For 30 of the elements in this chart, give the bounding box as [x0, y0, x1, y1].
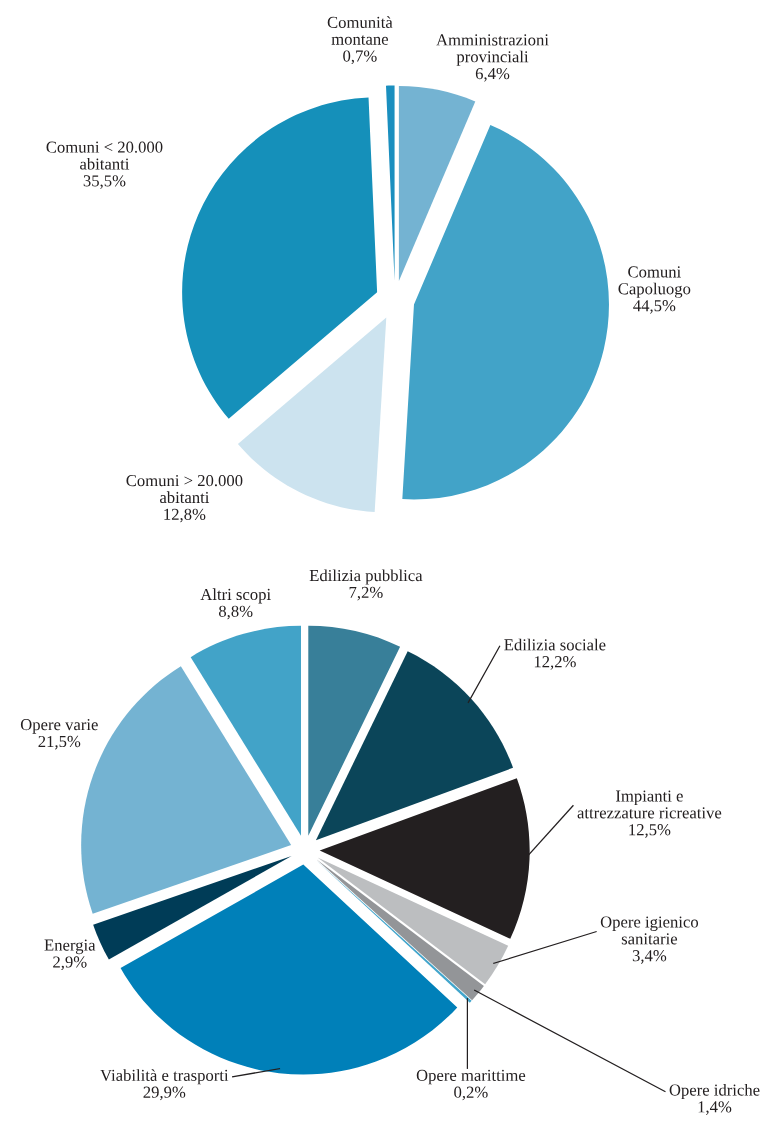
slice-label: Opere igienico sanitarie [600, 916, 699, 945]
slice-label: Edilizia sociale [504, 638, 606, 651]
slice-label: Amministrazioni provinciali [436, 34, 549, 66]
data-label: 2,9% [53, 956, 87, 970]
slice-label: Comunità montane [327, 16, 393, 45]
data-label: 21,5% [38, 735, 81, 750]
data-label: 3,4% [632, 950, 667, 964]
data-label: 12,5% [629, 824, 671, 838]
slice-label: Energia [44, 939, 96, 955]
slice-label: Opere marittime [416, 1069, 526, 1085]
data-label: 0,2% [454, 1086, 488, 1101]
data-label: 1,4% [698, 1101, 732, 1115]
data-label: 12,2% [534, 656, 576, 670]
data-label: 0,7% [343, 50, 377, 65]
slice-label: Opere varie [20, 719, 98, 734]
slice-label: Comuni < 20.000 abitanti [46, 141, 163, 170]
slice-label: Comuni Capoluogo [618, 266, 691, 298]
data-label: 6,4% [475, 67, 510, 82]
data-label: 44,5% [633, 300, 676, 314]
slice-label: Comuni > 20.000 abitanti [126, 474, 243, 504]
data-label: 7,2% [349, 586, 383, 601]
data-label: 35,5% [83, 175, 126, 189]
data-label: 12,8% [164, 508, 206, 523]
slice-label: Opere idriche [669, 1083, 760, 1100]
slice-label: Impianti e attrezzature ricreative [577, 790, 722, 819]
slice-label: Viabilità e trasporti [100, 1069, 229, 1085]
slice-label: Edilizia pubblica [309, 569, 423, 585]
data-label: 29,9% [143, 1086, 186, 1101]
slice-label: Altri scopi [200, 588, 271, 604]
data-label: 8,8% [218, 605, 253, 620]
